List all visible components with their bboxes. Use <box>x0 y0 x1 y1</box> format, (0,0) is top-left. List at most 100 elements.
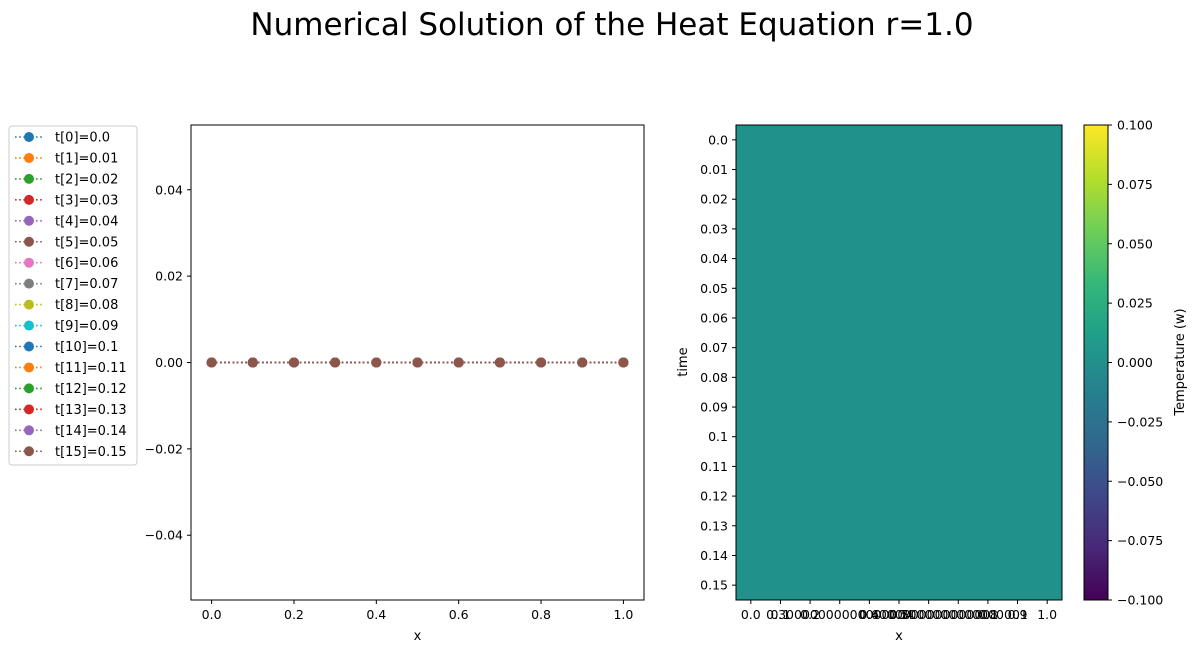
heatmap-xtick-label: 0.6000000000000001 <box>859 607 998 622</box>
data-point <box>412 357 423 368</box>
heatmap-cell <box>1002 510 1033 542</box>
legend-marker <box>24 446 34 457</box>
colorbar-tick-label: 0.000 <box>1117 355 1153 370</box>
heatmap-ytick-label: 0.15 <box>700 578 728 593</box>
legend-item: t[10]=0.1 <box>15 340 118 355</box>
heatmap-cell <box>736 540 767 571</box>
heatmap-xtick-label: 0.1 <box>771 607 791 622</box>
heatmap-cell <box>1032 303 1063 334</box>
data-point <box>453 357 464 368</box>
heatmap-cell <box>884 481 915 512</box>
heatmap-xlabel: x <box>895 629 903 644</box>
legend-label: t[1]=0.01 <box>55 151 118 166</box>
heatmap-cell <box>943 392 974 423</box>
heatmap-ytick-label: 0.04 <box>700 251 728 266</box>
heatmap-cell <box>943 125 974 156</box>
heatmap-cell <box>973 451 1004 482</box>
heatmap-xtick-label: 1.0 <box>1037 607 1057 622</box>
data-point <box>494 357 505 368</box>
heatmap-cell <box>795 273 826 304</box>
colorbar-tick-label: 0.025 <box>1117 296 1153 311</box>
heatmap-cell <box>824 392 856 423</box>
heatmap-cell <box>795 154 826 185</box>
legend-item: t[6]=0.06 <box>15 256 118 271</box>
data-point <box>618 357 629 368</box>
heatmap-cell <box>1032 154 1063 185</box>
legend-marker <box>24 194 34 205</box>
heatmap-cell <box>913 332 944 363</box>
data-point <box>288 357 299 368</box>
heatmap-cell <box>854 392 885 423</box>
heatmap-cell <box>884 184 915 215</box>
heatmap-cell <box>765 481 796 512</box>
heatmap-cell <box>973 332 1004 363</box>
heatmap-xtick-label: 0.5 <box>889 607 909 622</box>
heatmap-cell <box>884 332 915 363</box>
heatmap-cell <box>854 362 885 393</box>
heatmap-cell <box>884 421 915 453</box>
heatmap-cell <box>736 214 767 245</box>
heatmap-cell <box>913 303 944 334</box>
heatmap-cell <box>1002 481 1033 512</box>
heatmap-cell <box>973 481 1004 512</box>
heatmap-cell <box>973 570 1004 601</box>
heatmap-cell <box>1002 451 1033 482</box>
legend-marker <box>24 132 34 142</box>
legend-label: t[15]=0.15 <box>55 445 127 460</box>
colorbar-tick-label: −0.075 <box>1117 533 1163 548</box>
heatmap-cell <box>1002 214 1033 245</box>
heatmap-cell <box>765 392 796 423</box>
heatmap-cell <box>824 243 856 274</box>
heatmap-cell <box>884 243 915 274</box>
heatmap-cell <box>884 570 915 601</box>
heatmap-cell <box>854 214 885 245</box>
heatmap-cell <box>1032 570 1063 601</box>
heatmap-cell <box>736 421 767 453</box>
legend-item: t[1]=0.01 <box>15 151 118 166</box>
heatmap-cell <box>884 362 915 393</box>
heatmap-cell <box>795 570 826 601</box>
legend-marker <box>24 299 34 310</box>
legend-item: t[7]=0.07 <box>15 277 118 292</box>
heatmap-ytick-label: 0.01 <box>700 162 728 177</box>
heatmap-cell <box>795 481 826 512</box>
heatmap-cell <box>1002 362 1033 393</box>
heatmap-cell <box>854 481 885 512</box>
legend-item: t[11]=0.11 <box>15 361 127 376</box>
heatmap-cell <box>943 540 974 571</box>
heatmap-cell <box>824 451 856 482</box>
heatmap-xtick-label: 0.0 <box>741 607 761 622</box>
heatmap-cell <box>1002 421 1033 453</box>
legend-item: t[2]=0.02 <box>15 172 118 187</box>
heatmap-xtick-label: 0.4 <box>859 607 879 622</box>
heatmap-cell <box>736 125 767 156</box>
heatmap-cell <box>1032 184 1063 215</box>
colorbar-tick-label: 0.100 <box>1117 118 1153 133</box>
heatmap-cell <box>1032 421 1063 453</box>
heatmap-cell <box>795 540 826 571</box>
heatmap-cell <box>973 154 1004 185</box>
legend-item: t[15]=0.15 <box>15 445 127 460</box>
heatmap-cell <box>1032 273 1063 304</box>
heatmap-cell <box>913 570 944 601</box>
line-chart-xlabel: x <box>414 629 422 644</box>
line-chart-xtick-label: 0.4 <box>366 607 386 622</box>
legend-label: t[11]=0.11 <box>55 361 127 376</box>
heatmap-cell <box>913 125 944 156</box>
heatmap-cell <box>1032 332 1063 363</box>
heatmap-ytick-label: 0.02 <box>700 192 728 207</box>
heatmap-cell <box>854 184 885 215</box>
heatmap-cell <box>943 481 974 512</box>
heatmap-cell <box>1002 125 1033 156</box>
figure-title: Numerical Solution of the Heat Equation … <box>250 7 973 43</box>
heatmap-cell <box>824 125 856 156</box>
heatmap-cell <box>824 154 856 185</box>
heatmap-cell <box>1032 125 1063 156</box>
heatmap-cell <box>795 184 826 215</box>
legend-item: t[13]=0.13 <box>15 403 127 418</box>
colorbar-gradient <box>1083 124 1109 601</box>
heatmap-ytick-label: 0.06 <box>700 310 728 325</box>
line-chart-ytick-label: 0.00 <box>155 355 183 370</box>
heatmap-cell <box>765 214 796 245</box>
